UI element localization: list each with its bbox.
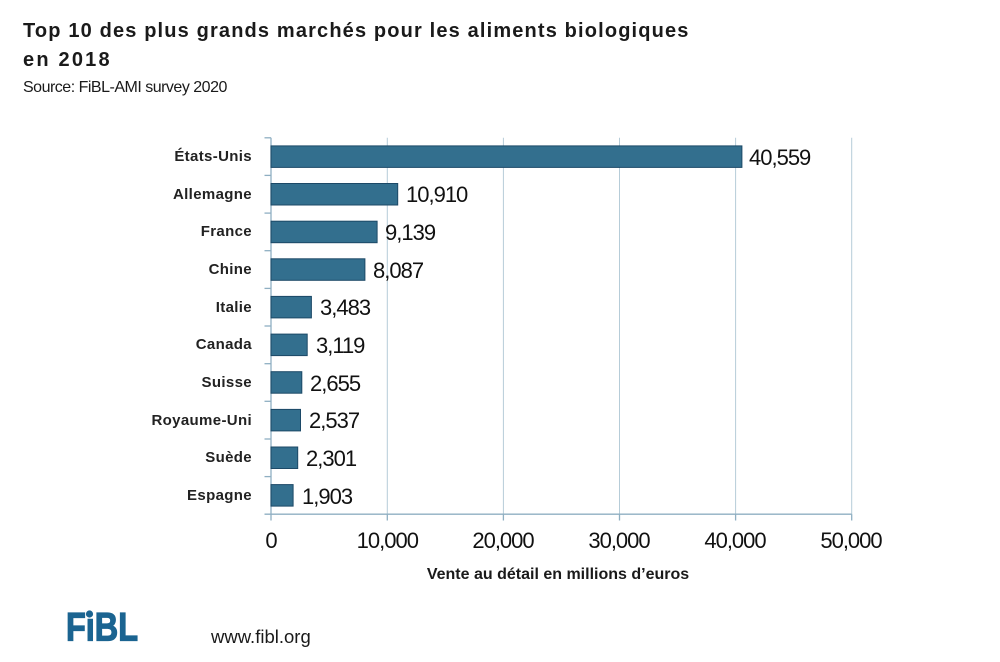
svg-text:FıBL: FıBL (66, 606, 138, 650)
